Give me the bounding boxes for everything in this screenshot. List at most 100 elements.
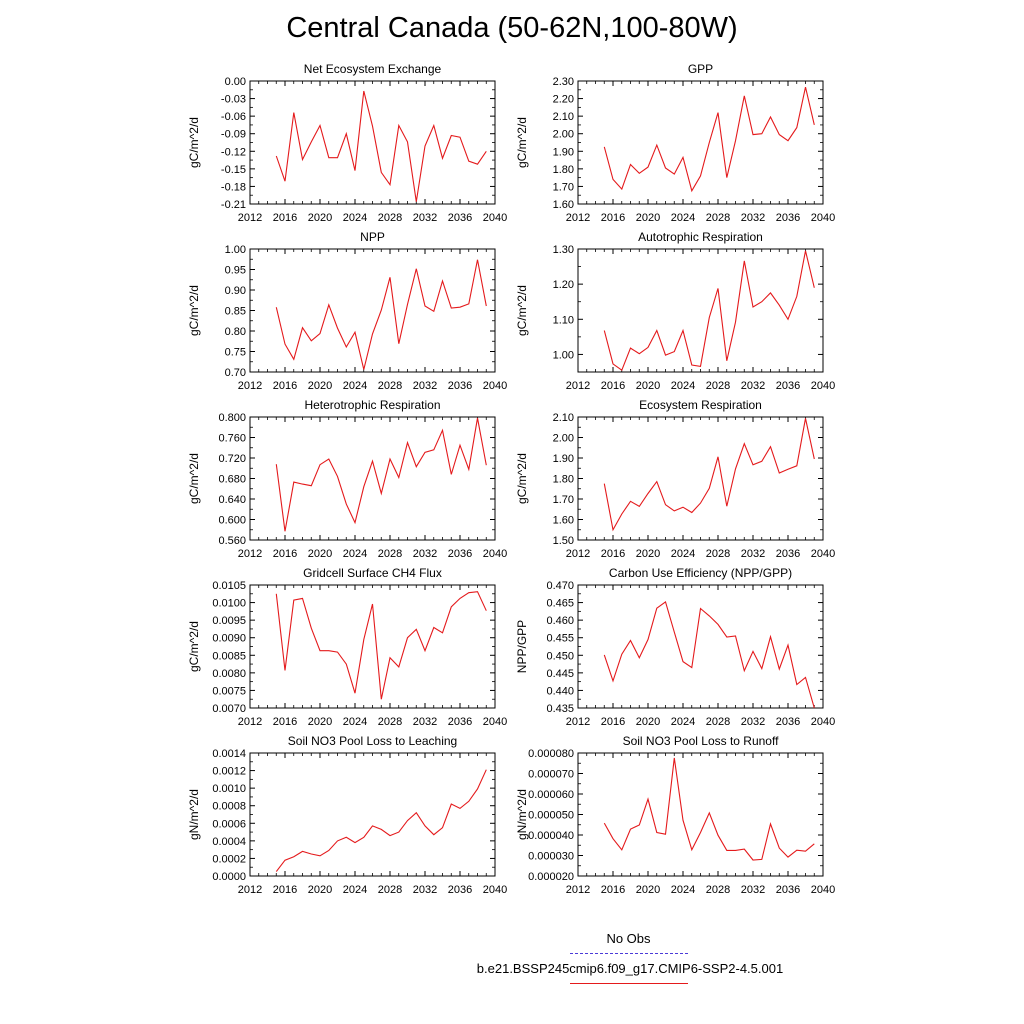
x-tick-label: 2012 <box>566 716 590 728</box>
y-tick-label: 0.720 <box>218 453 246 465</box>
y-axis-label: gN/m^2/d <box>515 789 529 840</box>
x-tick-label: 2032 <box>741 380 765 392</box>
chart-panel-1: Net Ecosystem Exchange gC/m^2/d 2012 2016 20… <box>187 62 507 224</box>
x-tick-label: 2028 <box>706 380 730 392</box>
x-tick-label: 2020 <box>636 716 660 728</box>
y-tick-label: 0.560 <box>218 535 246 547</box>
y-axis-label: gC/m^2/d <box>187 117 201 168</box>
plot-frame <box>249 752 496 877</box>
x-tick-label: 2036 <box>448 548 472 560</box>
series-line <box>275 417 487 532</box>
chart-panel-4: Autotrophic Respiration gC/m^2/d 2012 2016 2… <box>515 230 835 392</box>
x-tick-label: 2040 <box>483 716 507 728</box>
y-tick-label: 1.30 <box>553 244 574 256</box>
x-tick-label: 2012 <box>238 716 262 728</box>
panel-title: Carbon Use Efficiency (NPP/GPP) <box>609 566 792 580</box>
y-tick-label: 0.00 <box>225 76 246 88</box>
x-tick-label: 2016 <box>273 548 297 560</box>
x-tick-label: 2020 <box>308 380 332 392</box>
y-tick-label: 0.000070 <box>528 769 574 781</box>
x-tick-label: 2024 <box>343 212 367 224</box>
x-tick-label: 2040 <box>483 212 507 224</box>
y-tick-label: 0.0090 <box>212 633 246 645</box>
y-axis-label: gC/m^2/d <box>515 117 529 168</box>
x-tick-label: 2024 <box>671 884 695 896</box>
x-tick-label: 2032 <box>413 212 437 224</box>
plot-frame <box>249 584 496 709</box>
series-line <box>603 757 815 861</box>
plot-frame <box>577 416 824 541</box>
y-tick-label: 0.000080 <box>528 748 574 760</box>
x-tick-label: 2024 <box>343 548 367 560</box>
x-tick-label: 2032 <box>413 548 437 560</box>
x-tick-label: 2036 <box>448 884 472 896</box>
x-tick-label: 2040 <box>811 548 835 560</box>
chart-panel-7: Gridcell Surface CH4 Flux gC/m^2/d 2012 201… <box>187 566 507 728</box>
x-tick-label: 2036 <box>448 716 472 728</box>
series-line <box>275 259 487 370</box>
y-tick-label: 0.0014 <box>212 748 246 760</box>
x-tick-label: 2012 <box>566 380 590 392</box>
y-tick-label: 0.460 <box>546 615 574 627</box>
y-tick-label: 0.000060 <box>528 789 574 801</box>
x-tick-label: 2012 <box>238 380 262 392</box>
x-tick-label: 2020 <box>308 716 332 728</box>
y-tick-label: 0.760 <box>218 433 246 445</box>
chart-panel-2: GPP gC/m^2/d 2012 2016 2020 2024 2028 2032 2036 2… <box>515 62 835 224</box>
y-tick-label: 2.10 <box>553 111 574 123</box>
series-line <box>603 418 815 532</box>
y-tick-label: 0.0010 <box>212 783 246 795</box>
panel-title: Gridcell Surface CH4 Flux <box>303 566 442 580</box>
y-tick-label: 0.0000 <box>212 871 246 883</box>
chart-panel-5: Heterotrophic Respiration gC/m^2/d 2012 201… <box>187 398 507 560</box>
y-tick-label: 1.70 <box>553 181 574 193</box>
x-tick-label: 2016 <box>601 212 625 224</box>
y-tick-label: 1.00 <box>553 349 574 361</box>
legend-obs-label: No Obs <box>606 931 651 946</box>
y-tick-label: 1.10 <box>553 314 574 326</box>
x-tick-label: 2012 <box>566 548 590 560</box>
y-tick-label: 0.0080 <box>212 668 246 680</box>
x-tick-label: 2032 <box>413 380 437 392</box>
x-tick-label: 2024 <box>671 716 695 728</box>
x-tick-label: 2028 <box>378 380 402 392</box>
x-tick-label: 2036 <box>776 380 800 392</box>
x-tick-label: 2036 <box>776 212 800 224</box>
y-tick-label: 0.0008 <box>212 801 246 813</box>
y-axis-label: gC/m^2/d <box>187 453 201 504</box>
y-tick-label: 0.680 <box>218 474 246 486</box>
y-tick-label: 1.50 <box>553 535 574 547</box>
y-tick-label: -0.03 <box>221 94 246 106</box>
x-tick-label: 2024 <box>343 716 367 728</box>
y-tick-label: 0.435 <box>546 703 574 715</box>
panel-title: GPP <box>688 62 713 76</box>
y-tick-label: 0.0070 <box>212 703 246 715</box>
x-tick-label: 2024 <box>343 884 367 896</box>
panel-title: Soil NO3 Pool Loss to Leaching <box>288 734 457 748</box>
y-tick-label: 0.80 <box>225 326 246 338</box>
x-tick-label: 2016 <box>601 884 625 896</box>
y-tick-label: 0.0085 <box>212 650 246 662</box>
x-tick-label: 2028 <box>378 716 402 728</box>
x-tick-label: 2020 <box>636 380 660 392</box>
x-tick-label: 2024 <box>671 380 695 392</box>
y-tick-label: 0.455 <box>546 633 574 645</box>
y-axis-label: gC/m^2/d <box>187 285 201 336</box>
y-axis-label: NPP/GPP <box>515 620 529 673</box>
x-tick-label: 2020 <box>308 884 332 896</box>
plot-frame <box>577 584 824 709</box>
x-tick-label: 2036 <box>776 884 800 896</box>
panel-title: NPP <box>360 230 385 244</box>
y-tick-label: 1.90 <box>553 146 574 158</box>
y-tick-label: 1.80 <box>553 164 574 176</box>
y-tick-label: 0.75 <box>225 347 246 359</box>
x-tick-label: 2028 <box>706 716 730 728</box>
plot-frame <box>249 80 496 205</box>
x-tick-label: 2012 <box>566 884 590 896</box>
panel-title: Autotrophic Respiration <box>638 230 763 244</box>
x-tick-label: 2020 <box>636 884 660 896</box>
x-tick-label: 2036 <box>776 716 800 728</box>
x-tick-label: 2012 <box>238 548 262 560</box>
x-tick-label: 2028 <box>378 548 402 560</box>
